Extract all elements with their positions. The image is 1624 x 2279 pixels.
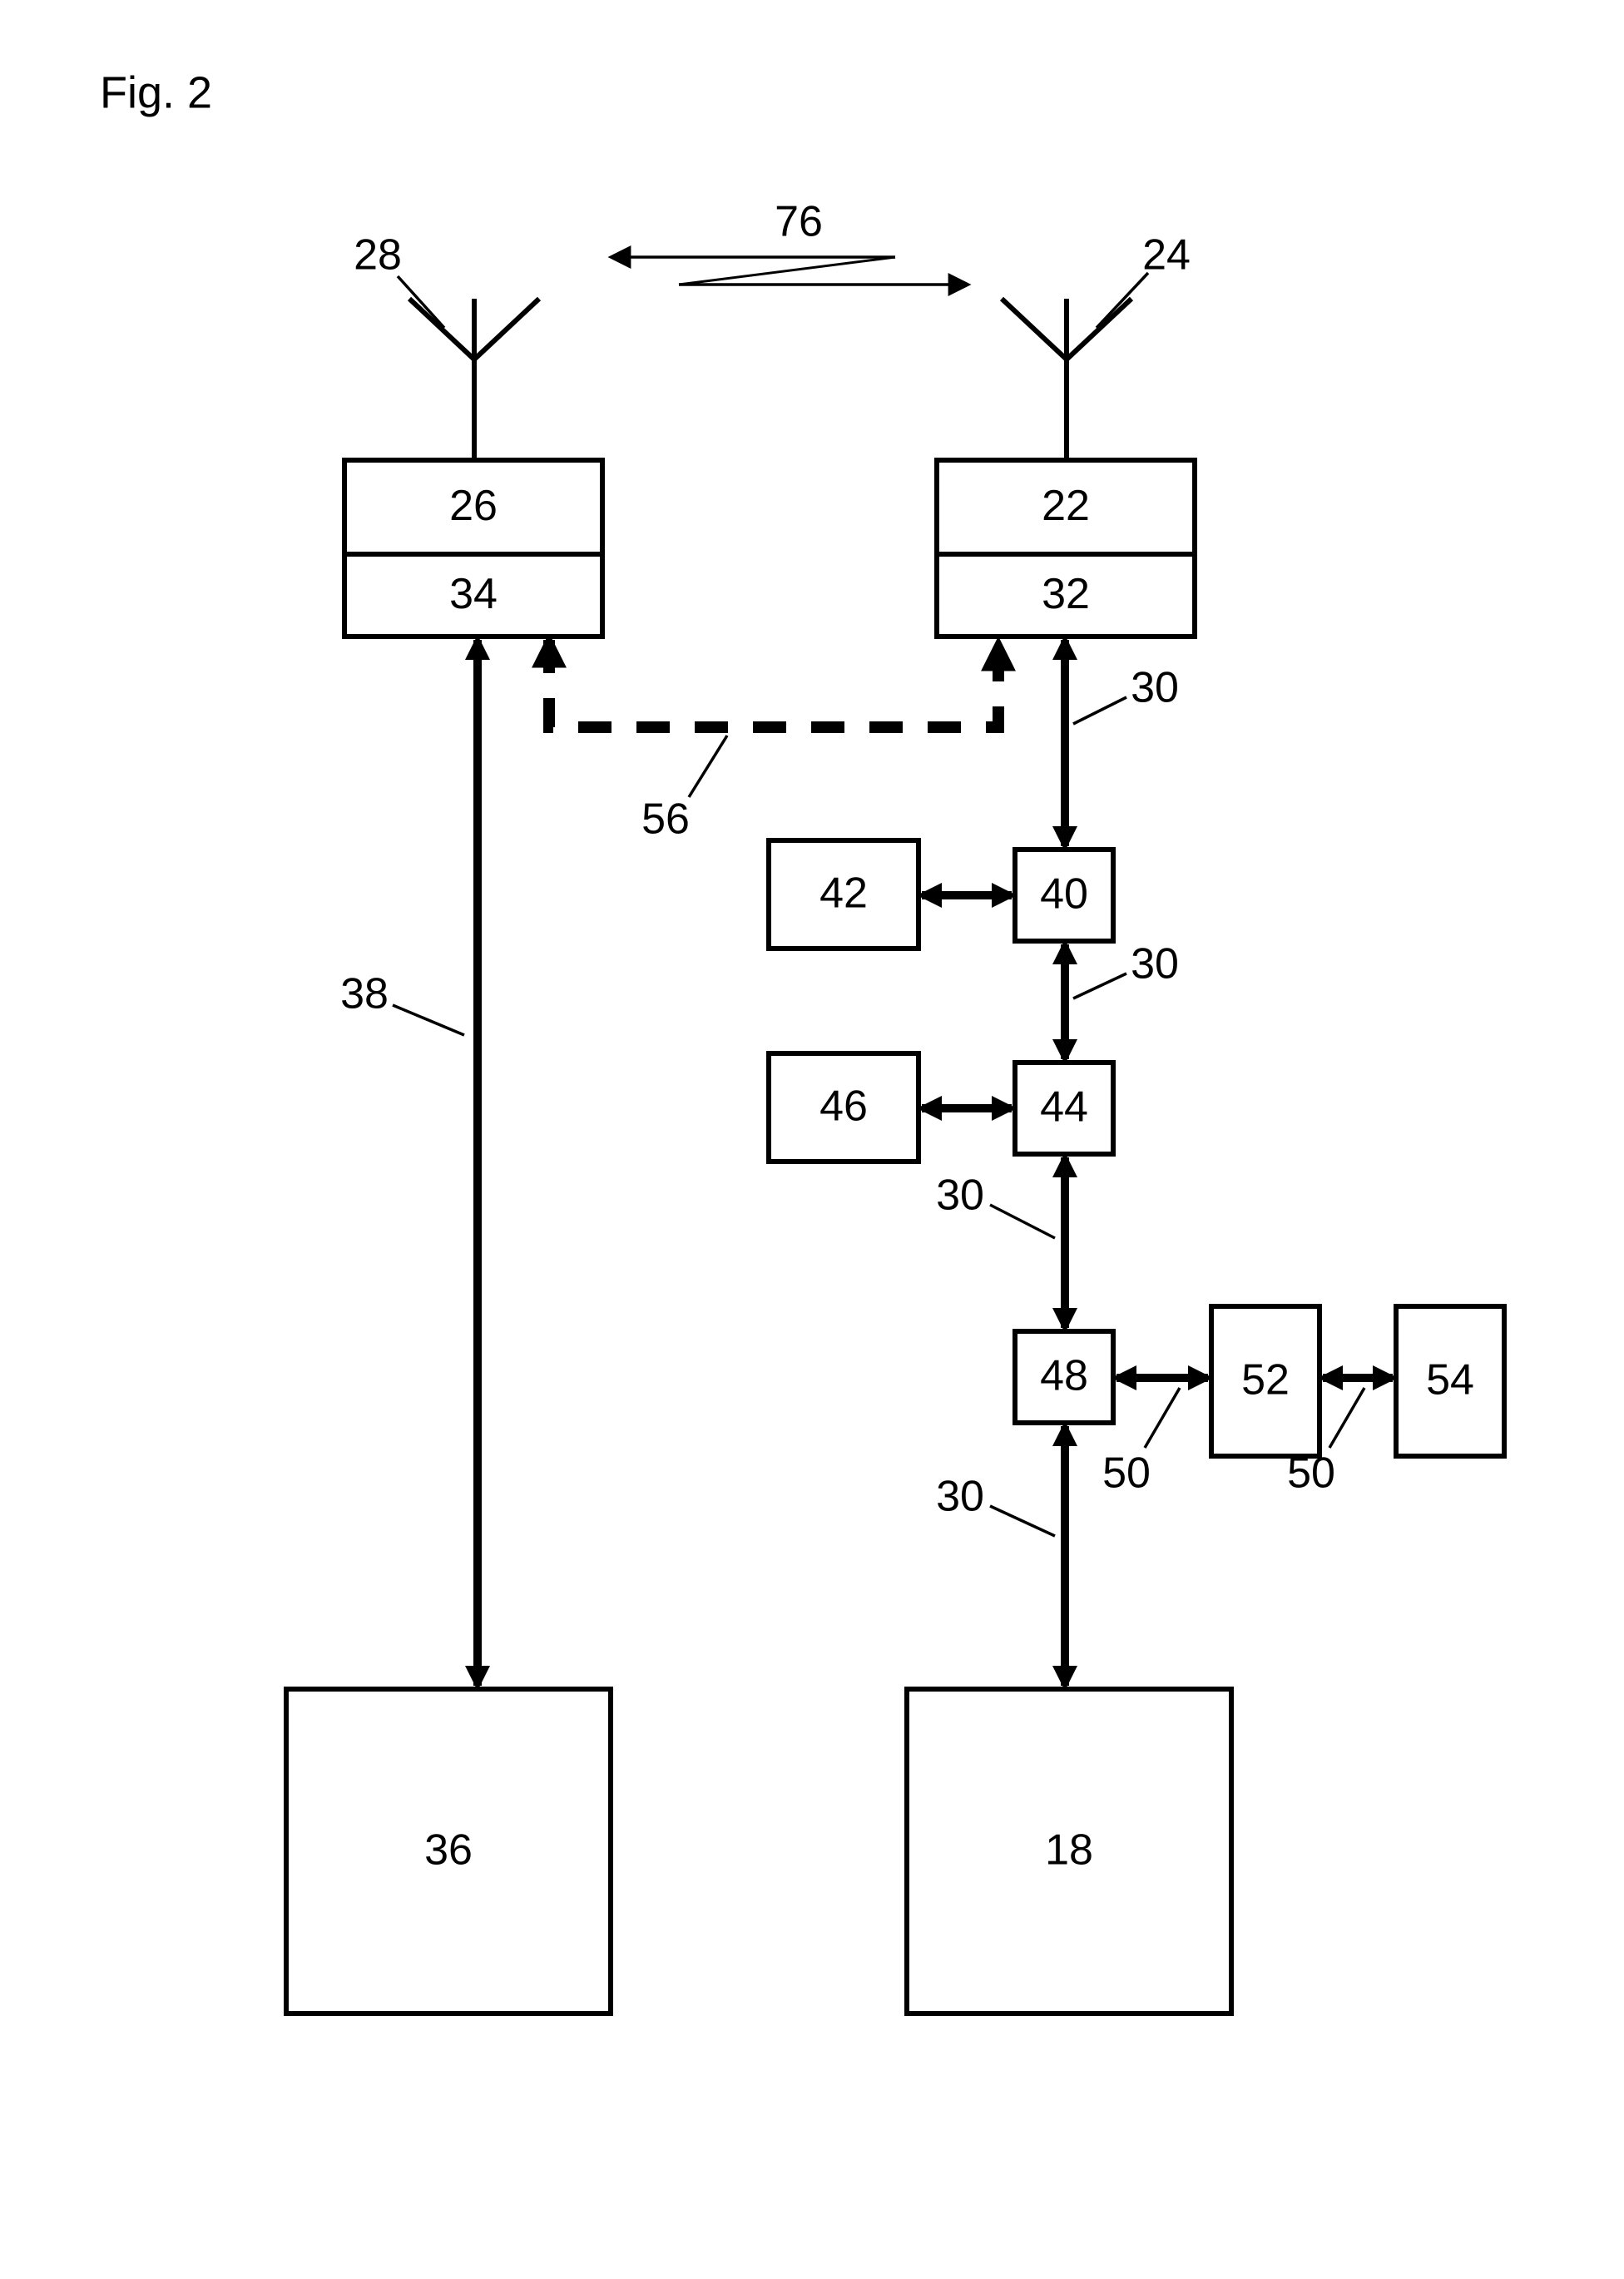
node-42: 42 bbox=[769, 840, 918, 949]
node-32-label: 32 bbox=[1042, 570, 1090, 618]
node-36: 36 bbox=[286, 1689, 611, 2014]
ref-label-50b: 50 bbox=[1287, 1449, 1335, 1498]
node-18: 18 bbox=[907, 1689, 1231, 2014]
node-40-label: 40 bbox=[1040, 870, 1088, 919]
node-42-label: 42 bbox=[819, 869, 868, 918]
node-52-label: 52 bbox=[1241, 1356, 1290, 1405]
node-26: 26 bbox=[344, 460, 602, 554]
node-26-label: 26 bbox=[449, 482, 498, 530]
node-48-label: 48 bbox=[1040, 1352, 1088, 1400]
node-54-label: 54 bbox=[1426, 1356, 1474, 1405]
node-34: 34 bbox=[344, 554, 602, 637]
ref-label-56: 56 bbox=[641, 795, 690, 844]
node-22: 22 bbox=[937, 460, 1195, 554]
figure-title: Fig. 2 bbox=[100, 67, 212, 117]
node-44-label: 44 bbox=[1040, 1083, 1088, 1132]
node-52: 52 bbox=[1211, 1306, 1320, 1456]
ref-label-30c: 30 bbox=[936, 1172, 984, 1220]
ref-label-30d: 30 bbox=[936, 1473, 984, 1521]
ref-label-24: 24 bbox=[1142, 231, 1191, 280]
ref-label-50a: 50 bbox=[1102, 1449, 1151, 1498]
ref-label-30b: 30 bbox=[1131, 940, 1179, 988]
node-36-label: 36 bbox=[424, 1826, 473, 1875]
node-32: 32 bbox=[937, 554, 1195, 637]
node-46: 46 bbox=[769, 1053, 918, 1162]
ref-label-38: 38 bbox=[340, 970, 389, 1018]
node-34-label: 34 bbox=[449, 570, 498, 618]
ref-label-28: 28 bbox=[354, 231, 402, 280]
ref-label-30a: 30 bbox=[1131, 664, 1179, 712]
node-40: 40 bbox=[1015, 850, 1113, 941]
node-46-label: 46 bbox=[819, 1083, 868, 1131]
node-54: 54 bbox=[1396, 1306, 1504, 1456]
node-44: 44 bbox=[1015, 1063, 1113, 1154]
node-48: 48 bbox=[1015, 1331, 1113, 1423]
node-18-label: 18 bbox=[1045, 1826, 1093, 1875]
node-22-label: 22 bbox=[1042, 482, 1090, 530]
ref-label-76: 76 bbox=[775, 198, 823, 246]
